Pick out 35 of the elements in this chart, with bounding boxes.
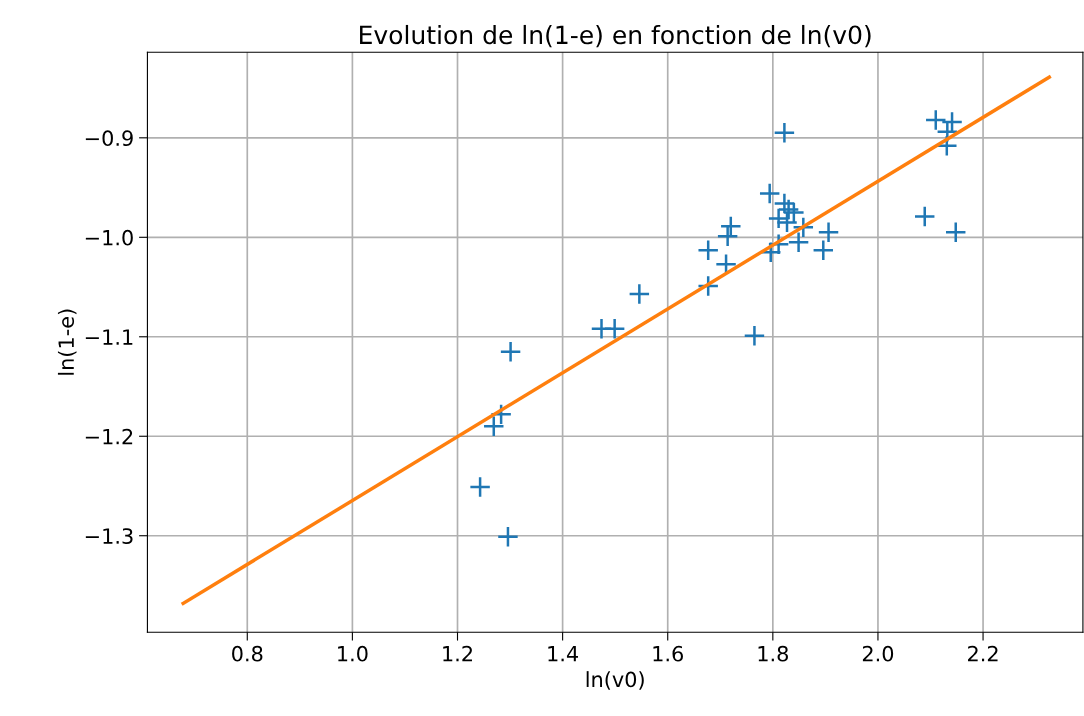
point (499, 340, 522, 363)
point (743, 324, 766, 347)
point (719, 215, 742, 238)
y-tick-label: −1.2 (85, 428, 133, 445)
point (773, 121, 796, 144)
x-tick-label: 1.4 (548, 646, 579, 662)
x-axis-title: ln(v0) (586, 671, 644, 690)
x-tick-label: 1.8 (758, 645, 788, 662)
point (628, 283, 651, 305)
x-tick-label: 0.8 (232, 645, 263, 662)
point (941, 110, 964, 133)
y-tick-label: −1.3 (85, 528, 133, 544)
point (924, 108, 947, 131)
y-axis-title: ln(1-e) (57, 309, 77, 375)
x-tick-label: 1.2 (443, 645, 472, 662)
point (913, 205, 936, 228)
x-tick-label: 1.6 (653, 645, 683, 662)
x-tick-label: 2.2 (968, 645, 998, 662)
point (697, 239, 720, 262)
point (716, 225, 739, 248)
point (758, 182, 781, 205)
point (773, 192, 796, 215)
point (496, 525, 519, 548)
point (817, 221, 840, 244)
x-tick-label: 2.0 (862, 645, 894, 662)
point (787, 231, 810, 254)
point (469, 476, 492, 498)
y-tick-label: −0.9 (85, 130, 133, 147)
x-tick-label: 1.0 (338, 645, 368, 662)
chart-title: Evolution de ln(1-e) en fonction de ln(v0) (360, 24, 871, 48)
point (812, 239, 835, 262)
y-tick-label: −1.0 (85, 229, 133, 246)
point (603, 317, 626, 340)
point (944, 221, 967, 244)
y-tick-label: −1.1 (85, 329, 133, 345)
